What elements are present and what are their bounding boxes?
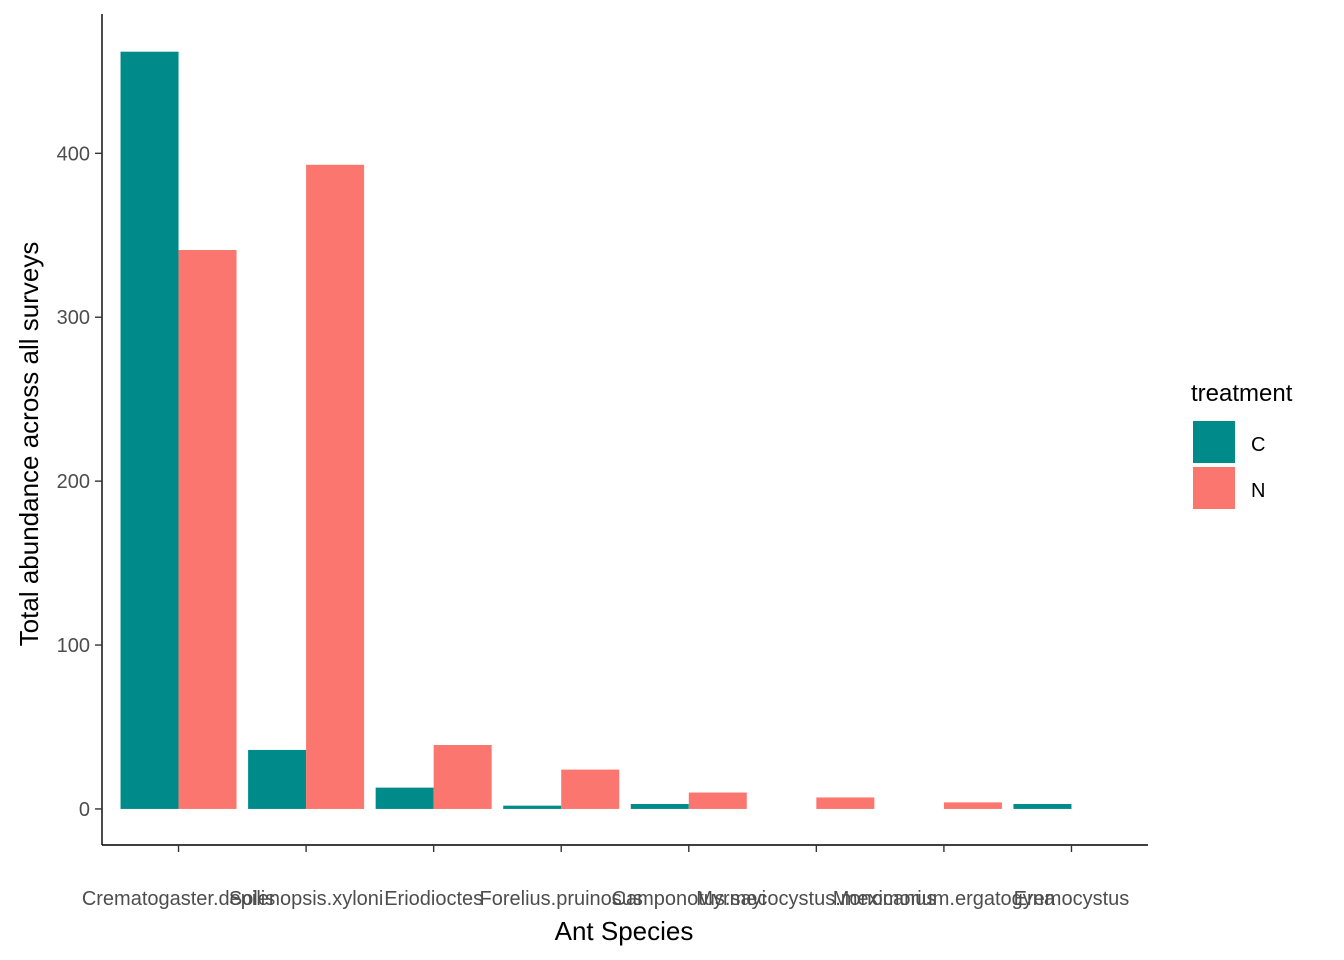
y-tick-label: 100 <box>57 635 90 657</box>
legend-label-c: C <box>1251 434 1265 456</box>
bar-c-crematogaster-depilis <box>120 51 179 809</box>
bar-c-solenopsis-xyloni <box>248 749 307 809</box>
x-tick-label-eriodioctes: Eriodioctes <box>384 888 483 910</box>
bar-n-myrmecocystus-mexicanus <box>816 797 875 809</box>
y-axis-title: Total abundance across all surveys <box>14 242 44 647</box>
legend-key-n <box>1193 467 1235 509</box>
bar-c-eriodioctes <box>375 787 434 809</box>
bar-n-crematogaster-depilis <box>178 250 237 809</box>
bars-layer <box>120 51 1072 809</box>
y-tick-label: 300 <box>57 307 90 329</box>
bar-n-eriodioctes <box>433 745 492 809</box>
legend-label-n: N <box>1251 480 1265 502</box>
y-axis-ticks: 0 100 200 300 400 <box>57 143 102 821</box>
x-tick-label-camponotus-sayi: Camponotus.sayi <box>612 888 767 910</box>
x-tick-label-myrmecocystus-mexicanus: Myrmecocystus.mexicanus <box>696 888 936 910</box>
x-tick-label-eremocystus: Eremocystus <box>1014 888 1130 910</box>
bar-n-camponotus-sayi <box>688 792 747 809</box>
bar-c-eremocystus <box>1013 804 1072 809</box>
y-tick-label: 200 <box>57 471 90 493</box>
x-tick-label-solenopsis-xyloni: Solenopsis.xyloni <box>229 888 384 910</box>
bar-c-forelius-pruinosus <box>503 805 562 809</box>
bar-n-solenopsis-xyloni <box>306 164 365 809</box>
legend-key-c <box>1193 421 1235 463</box>
y-tick-label: 400 <box>57 143 90 165</box>
bar-n-forelius-pruinosus <box>561 769 620 809</box>
bar-n-monomorium-ergatogyna <box>943 802 1002 809</box>
x-axis-title: Ant Species <box>555 916 694 946</box>
x-tick-label-crematogaster-depilis: Crematogaster.depilis <box>82 888 275 910</box>
x-tick-label-forelius-pruinosus: Forelius.pruinosus <box>480 888 643 910</box>
bar-c-camponotus-sayi <box>630 804 689 809</box>
x-tick-label-monomorium-ergatogyna: Monomorium.ergatogyna <box>833 888 1056 910</box>
y-tick-label: 0 <box>79 799 90 821</box>
legend-title: treatment <box>1191 380 1293 407</box>
legend: treatment C N <box>1191 380 1293 509</box>
